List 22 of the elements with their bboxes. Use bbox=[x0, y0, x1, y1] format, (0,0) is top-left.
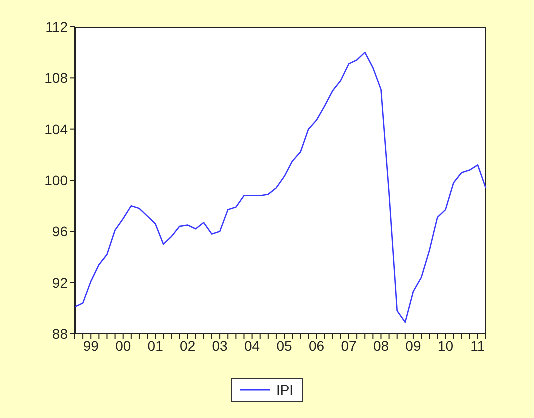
legend-label: IPI bbox=[276, 382, 294, 398]
x-tick-label: 02 bbox=[180, 338, 196, 354]
x-tick-label: 08 bbox=[373, 338, 390, 354]
x-tick-label: 11 bbox=[470, 338, 486, 354]
x-tick-label: 07 bbox=[341, 338, 357, 354]
x-tick-label: 06 bbox=[308, 338, 325, 354]
y-tick-label: 96 bbox=[52, 224, 68, 240]
x-tick-label: 03 bbox=[212, 338, 228, 354]
y-tick-label: 108 bbox=[44, 70, 68, 86]
y-tick-label: 100 bbox=[44, 172, 68, 188]
y-tick-label: 88 bbox=[52, 326, 68, 342]
y-tick-label: 112 bbox=[46, 18, 68, 35]
y-tick-label: 104 bbox=[44, 121, 68, 138]
x-tick-label: 99 bbox=[83, 338, 100, 354]
x-tick-label: 00 bbox=[116, 338, 132, 354]
x-tick-label: 01 bbox=[148, 338, 164, 354]
x-tick-label: 09 bbox=[406, 338, 422, 354]
x-tick-label: 10 bbox=[438, 338, 454, 354]
x-tick-label: 04 bbox=[244, 338, 260, 354]
y-tick-label: 92 bbox=[52, 274, 68, 291]
line-series bbox=[75, 52, 486, 324]
x-tick-label: 05 bbox=[276, 338, 293, 354]
